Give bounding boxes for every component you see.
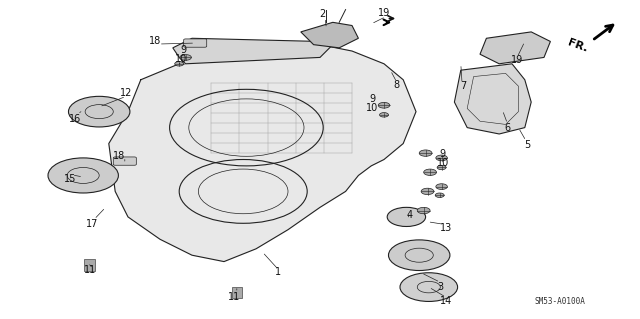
Text: 8: 8: [394, 80, 400, 91]
Text: 16: 16: [69, 114, 82, 124]
Text: 6: 6: [504, 122, 511, 133]
Circle shape: [380, 113, 388, 117]
Circle shape: [436, 184, 447, 189]
Circle shape: [435, 193, 444, 197]
Text: 14: 14: [440, 296, 452, 306]
Text: 7: 7: [460, 81, 467, 91]
Text: 11: 11: [83, 264, 96, 275]
Circle shape: [388, 240, 450, 271]
Circle shape: [175, 62, 184, 66]
Text: 5: 5: [524, 140, 531, 150]
Circle shape: [421, 188, 434, 195]
FancyBboxPatch shape: [184, 39, 207, 47]
Polygon shape: [480, 32, 550, 64]
Circle shape: [400, 273, 458, 301]
Text: 1: 1: [275, 267, 282, 277]
Text: 9: 9: [180, 45, 187, 56]
Text: 19: 19: [378, 8, 390, 18]
Text: 19: 19: [511, 55, 524, 65]
Circle shape: [417, 207, 430, 214]
Polygon shape: [173, 38, 333, 64]
Circle shape: [68, 96, 130, 127]
Circle shape: [424, 169, 436, 175]
Text: 11: 11: [228, 292, 241, 302]
Text: 13: 13: [440, 223, 452, 233]
Circle shape: [436, 155, 447, 161]
Text: FR.: FR.: [566, 37, 589, 54]
Circle shape: [180, 55, 191, 60]
Text: 18: 18: [148, 36, 161, 46]
Circle shape: [387, 207, 426, 226]
Text: 9: 9: [440, 149, 446, 159]
Text: 10: 10: [175, 54, 188, 64]
Text: 12: 12: [120, 87, 132, 98]
Text: 2: 2: [319, 9, 325, 19]
Polygon shape: [454, 64, 531, 134]
Text: 10: 10: [436, 158, 449, 168]
Text: 15: 15: [64, 174, 77, 184]
Text: 9: 9: [369, 94, 376, 104]
Polygon shape: [109, 45, 416, 262]
Text: 17: 17: [86, 219, 99, 229]
Circle shape: [437, 165, 446, 170]
Text: 4: 4: [406, 210, 413, 220]
Circle shape: [378, 102, 390, 108]
Circle shape: [419, 150, 432, 156]
Text: 10: 10: [366, 103, 379, 114]
Polygon shape: [84, 259, 95, 271]
Polygon shape: [301, 22, 358, 48]
Text: SM53-A0100A: SM53-A0100A: [534, 297, 586, 306]
Text: 3: 3: [437, 282, 444, 292]
FancyBboxPatch shape: [113, 157, 136, 165]
Polygon shape: [232, 287, 242, 298]
Text: 18: 18: [113, 151, 125, 161]
Circle shape: [48, 158, 118, 193]
